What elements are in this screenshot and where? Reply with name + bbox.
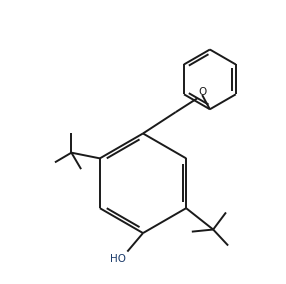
Text: O: O [198,87,207,97]
Text: HO: HO [110,254,126,264]
